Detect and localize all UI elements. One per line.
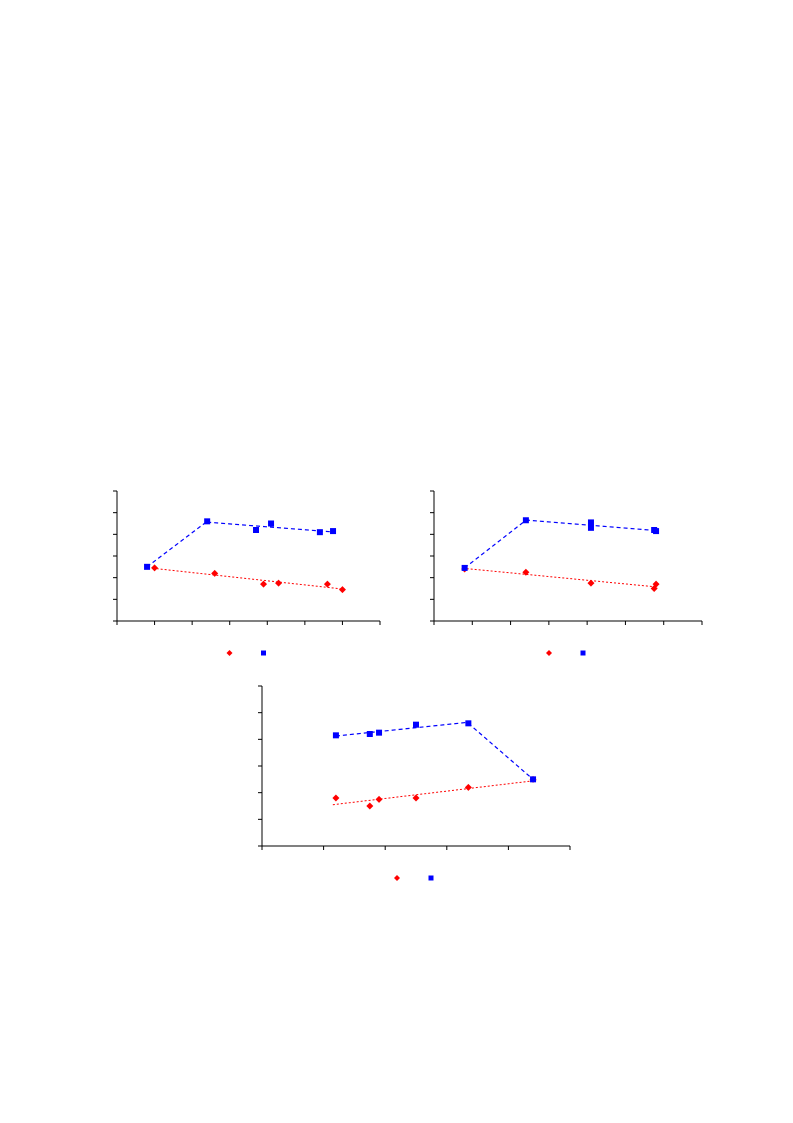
series-2-point-4 [268,520,275,527]
chart-top-right [422,485,707,675]
series-2-point-6 [653,528,660,535]
series-1-point-2 [366,802,374,810]
series-2-point-3 [253,527,260,533]
chart-svg [430,490,703,656]
series-2-point-1 [144,563,151,570]
series-2-point-1 [461,564,468,571]
trendline-series-2-segment-1 [146,520,208,568]
trendline-series-2-segment-1 [464,519,527,569]
legend-marker-series-1 [394,875,400,881]
series-1-point-6 [338,586,346,594]
legend-marker-series-2 [428,875,434,881]
chart-svg [113,490,381,656]
series-2-point-5 [465,720,472,727]
series-1-point-2 [522,568,530,576]
series-1-point-4 [275,579,283,587]
series-1-point-1 [151,564,159,572]
trendline-series-2-segment-2 [207,521,334,533]
series-2-point-2 [204,518,211,525]
legend-marker-series-2 [580,650,586,656]
chart-svg [258,685,571,881]
series-2-point-4 [413,721,419,728]
legend-marker-series-1 [226,650,233,656]
series-2-point-1 [332,732,339,739]
series-1-point-5 [464,783,472,791]
trendline-series-1 [462,567,659,588]
trendline-series-1 [152,567,345,590]
chart-top-left [105,485,385,675]
series-2-point-5 [316,529,323,536]
series-1-point-3 [375,795,383,803]
series-1-point-3 [587,579,595,587]
series-2-point-6 [530,776,537,783]
series-1-point-5 [652,580,660,588]
series-2-point-3 [376,729,383,736]
series-1-point-2 [211,569,219,577]
series-2-point-2 [522,517,529,524]
chart-bottom-center [250,680,575,900]
legend-marker-series-1 [546,650,552,656]
series-1-point-1 [332,794,340,802]
trendline-series-2-segment-2 [467,722,534,780]
trendline-series-2-segment-1 [335,721,469,737]
series-1-point-4 [412,794,420,802]
series-2-point-3 [587,519,594,526]
series-1-point-5 [323,580,331,588]
legend-marker-series-2 [261,650,266,656]
series-2-point-2 [366,731,373,737]
series-2-point-4 [587,524,594,531]
series-2-point-6 [330,528,337,535]
trendline-series-1 [332,779,537,806]
series-1-point-3 [260,580,268,588]
